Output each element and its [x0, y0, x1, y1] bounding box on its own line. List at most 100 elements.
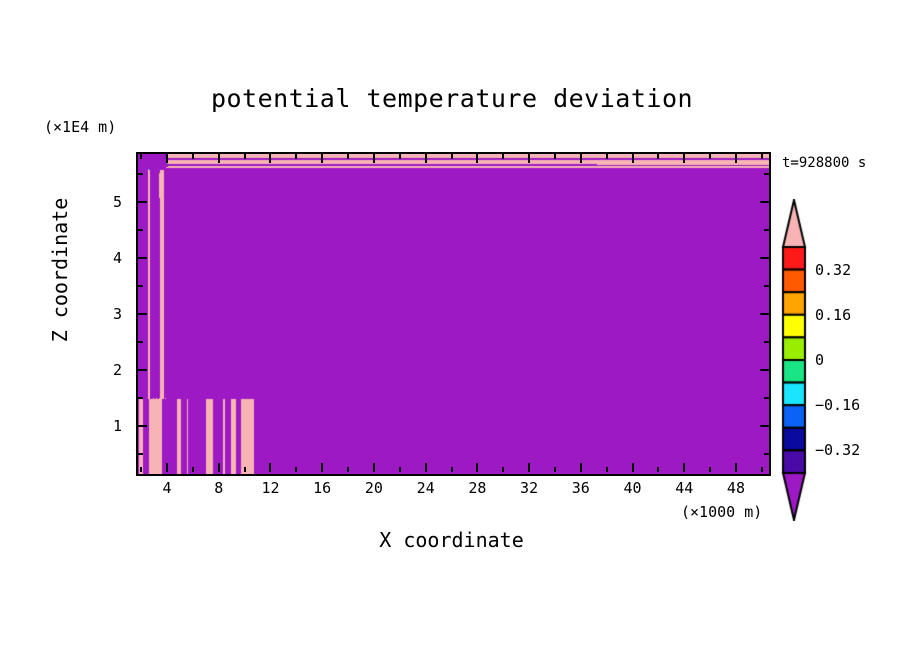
- x-tick-major-top: [166, 154, 168, 163]
- x-tick-minor: [347, 467, 349, 472]
- x-tick-major: [632, 463, 634, 472]
- contour-field-canvas: [138, 154, 769, 474]
- colorbar: [780, 199, 808, 521]
- colorbar-tick-label: 0.16: [815, 305, 852, 324]
- x-tick-minor: [554, 467, 556, 472]
- x-tick-minor: [761, 467, 763, 472]
- y-tick-minor-right: [764, 173, 769, 175]
- x-tick-minor: [502, 467, 504, 472]
- x-tick-label: 28: [468, 479, 487, 497]
- x-tick-major: [528, 463, 530, 472]
- y-tick-major: [138, 313, 147, 315]
- x-tick-minor-top: [502, 154, 504, 159]
- x-tick-minor: [192, 467, 194, 472]
- x-tick-minor-top: [399, 154, 401, 159]
- y-tick-minor-right: [764, 453, 769, 455]
- y-tick-minor: [138, 341, 143, 343]
- y-tick-label: 5: [112, 193, 122, 212]
- x-tick-minor-top: [451, 154, 453, 159]
- y-axis-title: Z coordinate: [48, 197, 72, 343]
- x-tick-minor: [244, 467, 246, 472]
- x-tick-label: 40: [623, 479, 642, 497]
- x-tick-major-top: [528, 154, 530, 163]
- x-tick-major-top: [373, 154, 375, 163]
- colorbar-tick-label: 0: [815, 351, 825, 369]
- y-tick-major: [138, 425, 147, 427]
- x-tick-major: [683, 463, 685, 472]
- y-tick-major: [138, 201, 147, 203]
- x-tick-minor-top: [761, 154, 763, 159]
- colorbar-tick-label: −0.32: [815, 441, 861, 460]
- y-tick-major-right: [760, 369, 769, 371]
- x-tick-minor: [399, 467, 401, 472]
- y-tick-minor: [138, 173, 143, 175]
- x-tick-label: 12: [261, 479, 280, 497]
- x-tick-minor: [295, 467, 297, 472]
- y-tick-label: 2: [112, 361, 122, 380]
- x-tick-minor-top: [709, 154, 711, 159]
- x-tick-major: [166, 463, 168, 472]
- x-tick-minor-top: [606, 154, 608, 159]
- y-tick-minor: [138, 229, 143, 231]
- x-tick-label: 36: [571, 479, 590, 497]
- y-tick-minor-right: [764, 285, 769, 287]
- y-tick-minor: [138, 397, 143, 399]
- y-tick-major-right: [760, 201, 769, 203]
- contour-plot-area: [136, 152, 771, 476]
- y-tick-minor: [138, 453, 143, 455]
- x-tick-label: 24: [416, 479, 435, 497]
- x-tick-major-top: [580, 154, 582, 163]
- x-tick-major: [373, 463, 375, 472]
- x-tick-minor: [451, 467, 453, 472]
- x-tick-major-top: [476, 154, 478, 163]
- x-tick-major-top: [321, 154, 323, 163]
- y-tick-minor-right: [764, 397, 769, 399]
- x-tick-label: 48: [726, 479, 745, 497]
- x-tick-major: [269, 463, 271, 472]
- x-tick-minor: [606, 467, 608, 472]
- y-tick-major-right: [760, 425, 769, 427]
- x-tick-major: [580, 463, 582, 472]
- x-tick-minor: [140, 467, 142, 472]
- colorbar-tick-label: −0.16: [815, 396, 861, 415]
- x-tick-major-top: [269, 154, 271, 163]
- x-tick-label: 32: [520, 479, 539, 497]
- x-tick-major-top: [218, 154, 220, 163]
- x-tick-minor-top: [347, 154, 349, 159]
- x-tick-label: 20: [364, 479, 383, 497]
- y-tick-major-right: [760, 257, 769, 259]
- x-tick-minor-top: [192, 154, 194, 159]
- y-tick-label: 1: [112, 417, 122, 436]
- x-tick-minor-top: [244, 154, 246, 159]
- colorbar-tick-label: 0.32: [815, 260, 852, 279]
- x-tick-label: 8: [214, 479, 224, 497]
- z-axis-unit-label: (×1E4 m): [44, 118, 117, 136]
- y-tick-label: 3: [112, 305, 122, 324]
- x-axis-unit-label: (×1000 m): [681, 503, 763, 521]
- x-tick-major: [425, 463, 427, 472]
- y-tick-minor-right: [764, 341, 769, 343]
- y-tick-major-right: [760, 313, 769, 315]
- x-tick-minor-top: [657, 154, 659, 159]
- x-tick-minor: [709, 467, 711, 472]
- x-axis-title: X coordinate: [379, 528, 524, 552]
- x-tick-major-top: [425, 154, 427, 163]
- x-tick-major-top: [735, 154, 737, 163]
- y-tick-major: [138, 369, 147, 371]
- time-annotation: t=928800 s: [782, 155, 867, 171]
- x-tick-major: [476, 463, 478, 472]
- x-tick-minor-top: [554, 154, 556, 159]
- page-title: potential temperature deviation: [210, 84, 694, 113]
- x-tick-label: 4: [162, 479, 172, 497]
- x-tick-minor-top: [140, 154, 142, 159]
- x-tick-minor-top: [295, 154, 297, 159]
- y-tick-major: [138, 257, 147, 259]
- x-tick-major: [218, 463, 220, 472]
- colorbar-canvas: [780, 199, 808, 521]
- y-tick-label: 4: [112, 249, 122, 268]
- y-tick-minor: [138, 285, 143, 287]
- x-tick-major-top: [632, 154, 634, 163]
- x-tick-minor: [657, 467, 659, 472]
- x-tick-major: [735, 463, 737, 472]
